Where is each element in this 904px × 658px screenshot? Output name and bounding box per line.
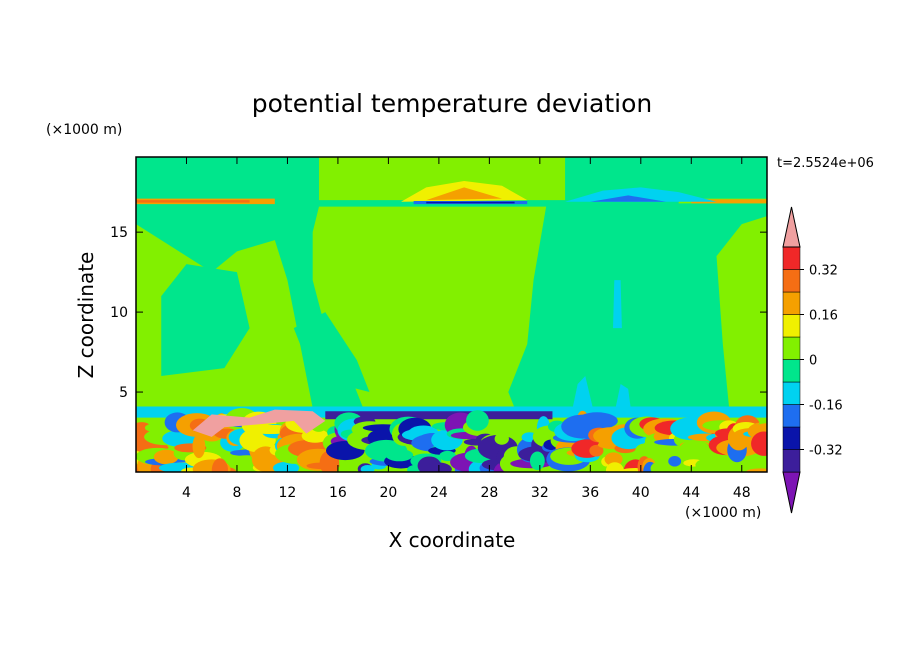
colorbar-tick-label: 0	[809, 354, 817, 369]
axes: 4 8 12 16 20 24 28 32 36 40 44 4851015-0.32-0.1600.…	[110, 156, 843, 514]
x-tick-label: 8	[232, 485, 241, 501]
colorbar-box	[782, 336, 801, 360]
y-tick-label: 10	[110, 305, 128, 321]
colorbar-tick-label: -0.32	[809, 444, 843, 459]
contour-region	[695, 458, 723, 472]
contour-region	[613, 280, 622, 329]
colorbar-box	[782, 449, 801, 473]
contour-region	[494, 432, 509, 445]
contour-region	[325, 411, 553, 420]
colorbar-tick-label: 0.16	[809, 309, 838, 324]
contour-region	[153, 449, 179, 465]
colorbar-box	[782, 269, 801, 293]
contour-region	[615, 384, 631, 409]
time-annotation: t=2.5524e+06	[777, 156, 874, 171]
y-tick-label: 15	[110, 225, 128, 241]
x-tick-label: 16	[329, 485, 347, 501]
contour-region	[605, 462, 624, 472]
colorbar-box	[782, 381, 801, 405]
colorbar-box	[782, 314, 801, 338]
contour-field	[136, 157, 767, 472]
chart-title: potential temperature deviation	[252, 89, 652, 118]
x-unit: (×1000 m)	[685, 505, 761, 521]
contour-region	[576, 412, 618, 430]
contour-region	[635, 443, 653, 460]
y-axis-label: Z coordinate	[74, 252, 98, 379]
plot-frame	[135, 156, 768, 473]
contour-region	[668, 456, 682, 467]
x-axis-label: X coordinate	[389, 528, 516, 552]
contour-region	[529, 451, 545, 471]
x-tick-label: 36	[581, 485, 599, 501]
y-tick-label: 5	[119, 385, 128, 401]
contour-region	[745, 468, 767, 472]
x-tick-label: 20	[379, 485, 397, 501]
colorbar-tick-label: 0.32	[809, 264, 838, 279]
contour-region	[161, 264, 250, 377]
contour-region	[565, 187, 717, 202]
contour-region	[423, 462, 452, 472]
contour-region	[716, 216, 767, 409]
contour-region	[293, 312, 370, 393]
colorbar-box	[782, 206, 801, 248]
contour-region	[751, 431, 767, 456]
contour-region	[136, 200, 250, 203]
contour-region	[678, 439, 712, 463]
contour-region	[312, 206, 547, 409]
y-unit: (×1000 m)	[46, 122, 122, 138]
x-tick-label: 40	[632, 485, 650, 501]
x-tick-label: 12	[279, 485, 297, 501]
contour-region	[306, 462, 340, 470]
contour-region	[192, 409, 326, 437]
contour-region	[211, 458, 229, 472]
x-tick-label: 32	[531, 485, 549, 501]
colorbar-box	[782, 404, 801, 428]
contour-region	[360, 465, 375, 472]
contour-region	[385, 449, 414, 462]
x-tick-label: 24	[430, 485, 448, 501]
contour-region	[426, 201, 515, 204]
contour-region	[466, 410, 489, 431]
colorbar-box	[782, 246, 801, 270]
contour-region	[426, 187, 502, 201]
colorbar-box	[782, 359, 801, 383]
x-tick-label: 4	[182, 485, 191, 501]
x-tick-label: 44	[682, 485, 700, 501]
contour-region	[590, 195, 667, 202]
contour-region	[650, 460, 675, 472]
contour-region	[192, 434, 206, 459]
colorbar-box	[782, 471, 801, 514]
contour-region	[589, 444, 604, 457]
contour-region	[572, 376, 593, 409]
colorbar-box	[782, 426, 801, 450]
colorbar-tick-label: -0.16	[809, 399, 843, 414]
x-tick-label: 28	[480, 485, 498, 501]
contour-region	[604, 452, 623, 466]
contour-region	[273, 461, 300, 472]
x-tick-label: 48	[733, 485, 751, 501]
colorbar-box	[782, 291, 801, 315]
